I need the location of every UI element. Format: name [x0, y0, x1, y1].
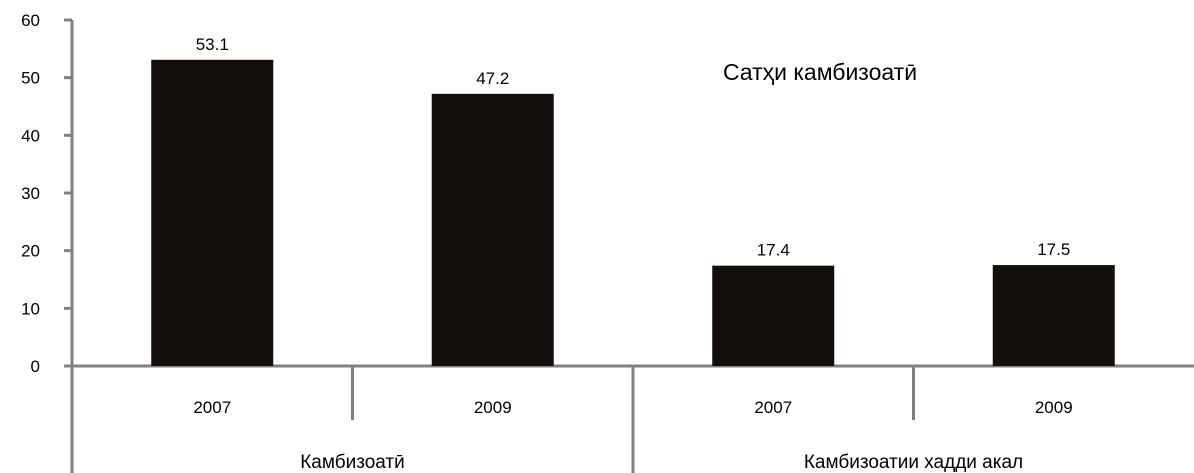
y-tick-label: 10 [21, 299, 40, 318]
labels: 53.1 2007 47.2 2009 17.4 2007 17.5 2009 Камбизоа… [193, 35, 1072, 473]
data-label: 47.2 [476, 69, 509, 88]
category-label: 2009 [1035, 398, 1073, 417]
bar [992, 265, 1115, 366]
data-label: 53.1 [196, 35, 229, 54]
y-tick-label: 20 [21, 242, 40, 261]
y-tick-label: 30 [21, 184, 40, 203]
axes: 0 10 20 30 40 50 60 [21, 11, 1194, 473]
chart-title: Сатҳи камбизоатӣ [723, 59, 917, 85]
bar [431, 93, 554, 367]
category-label: 2007 [754, 398, 792, 417]
group-label: Камбизоатӣ [300, 452, 405, 473]
y-tick-label: 50 [21, 69, 40, 88]
data-label: 17.4 [757, 241, 790, 260]
y-tick-label: 40 [21, 126, 40, 145]
bars [151, 59, 1115, 367]
bar [712, 265, 835, 366]
data-label: 17.5 [1037, 240, 1070, 259]
y-tick-label: 60 [21, 11, 40, 30]
bar [151, 59, 274, 366]
group-label: Камбизоатии хадди акал [804, 452, 1023, 473]
y-tick-label: 0 [31, 357, 40, 376]
category-label: 2009 [474, 398, 512, 417]
category-label: 2007 [193, 398, 231, 417]
